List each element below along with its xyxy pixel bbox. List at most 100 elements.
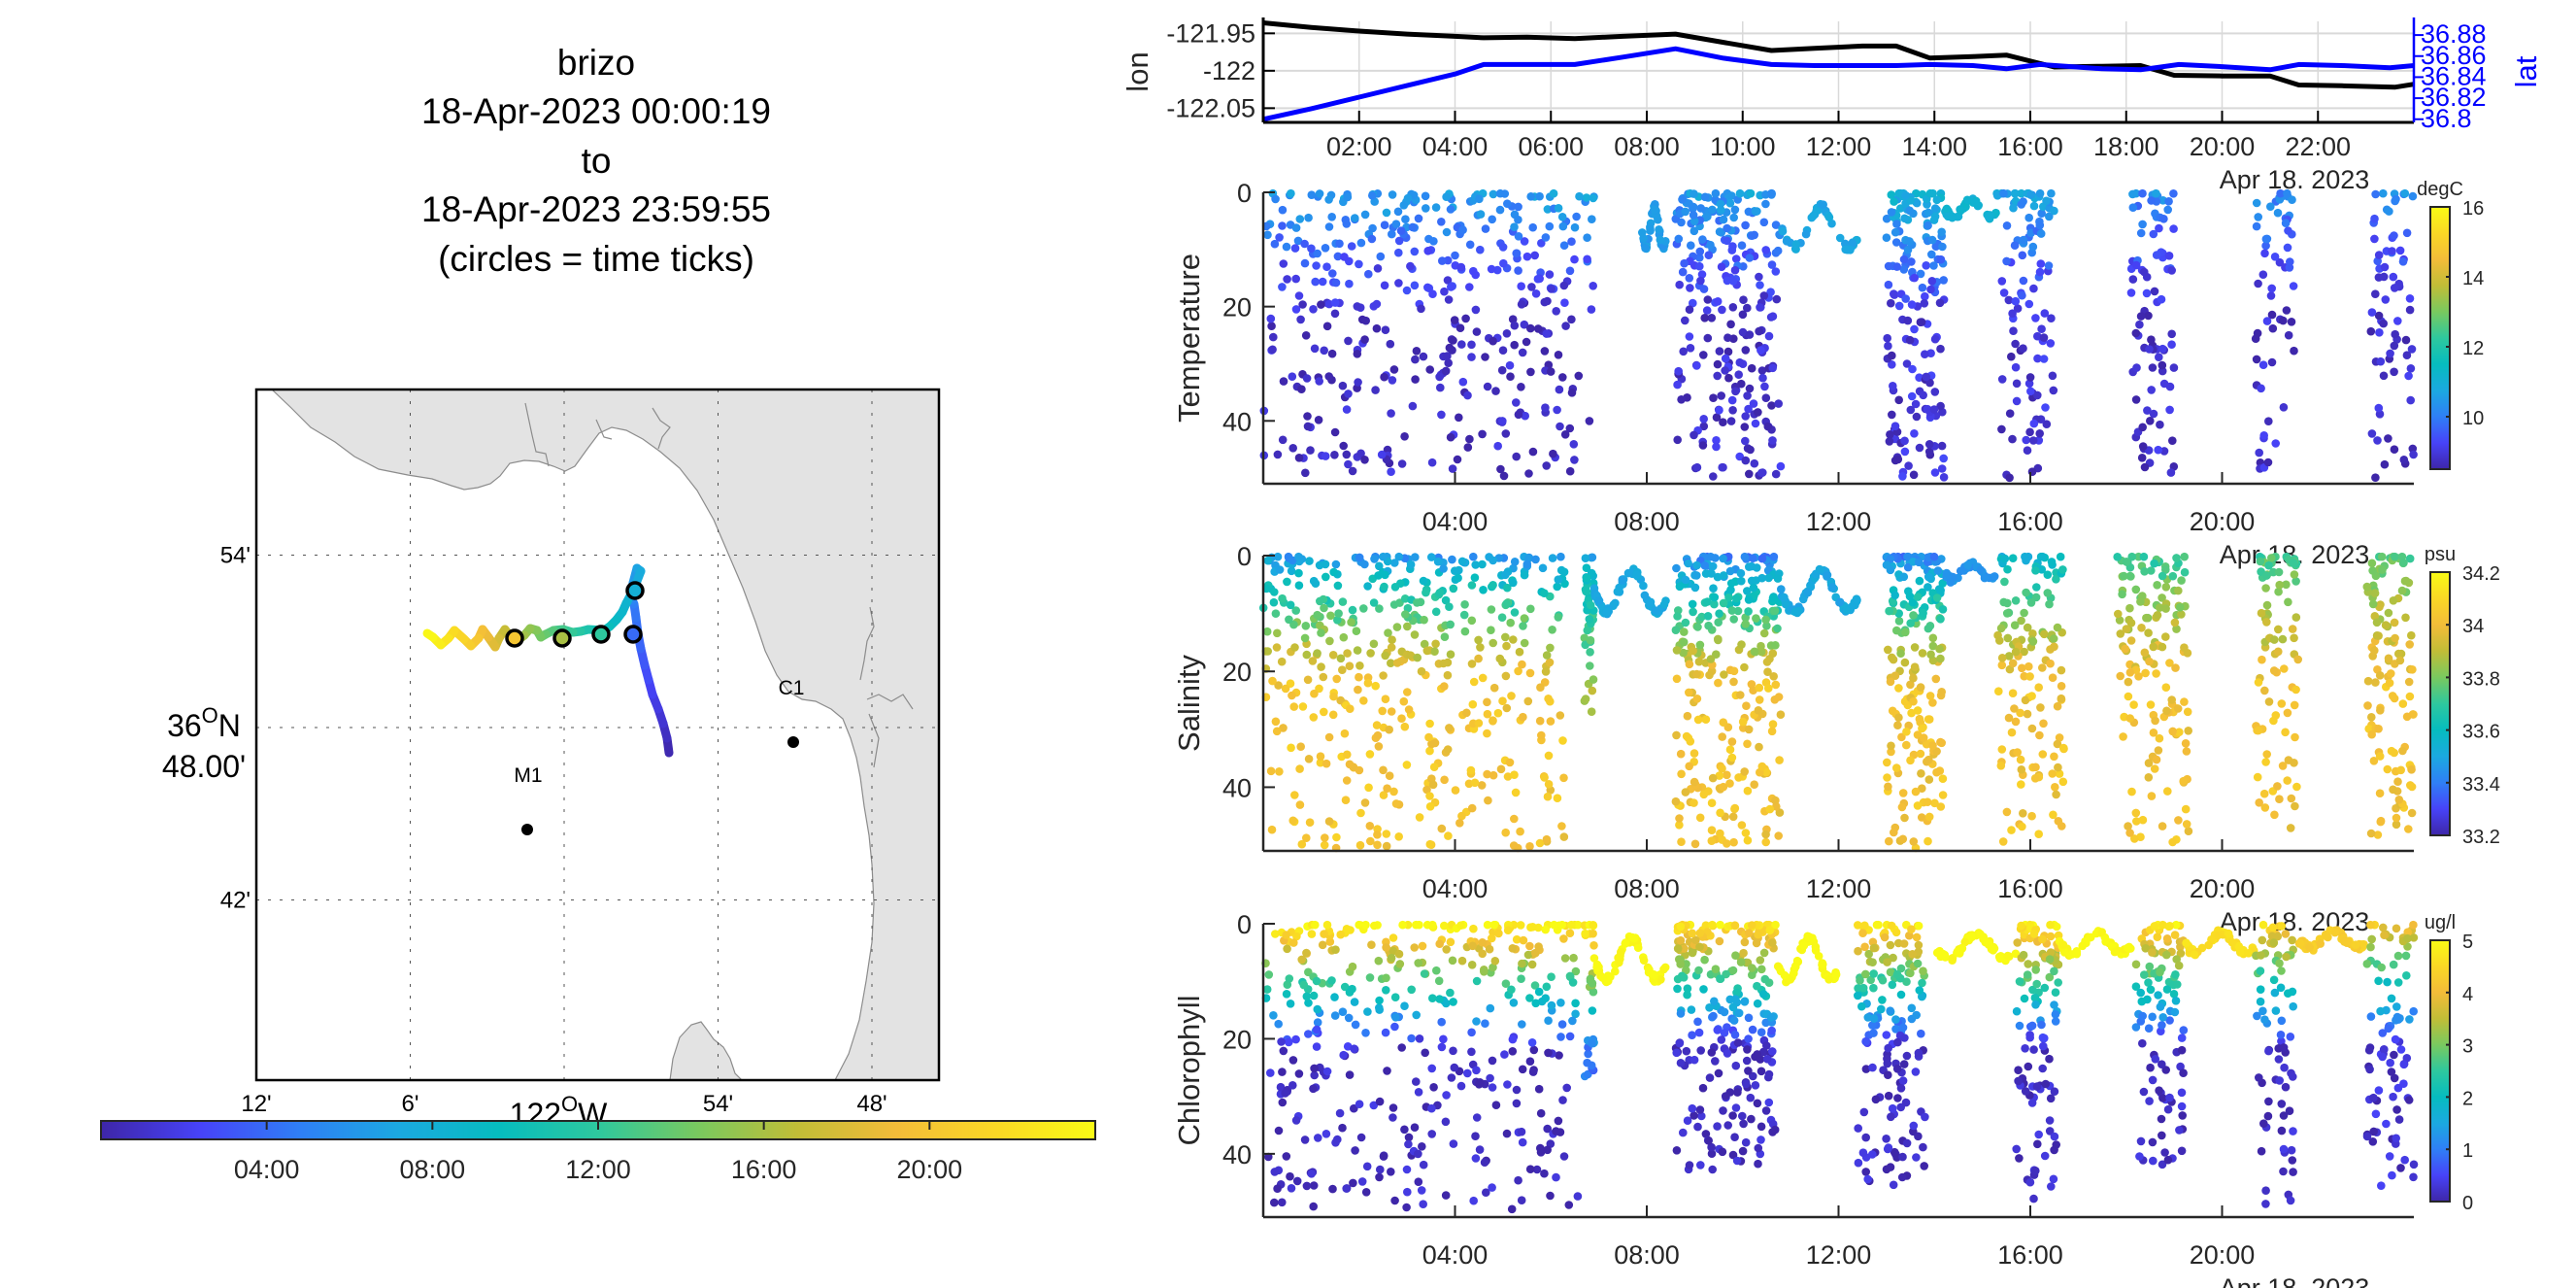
temperature-data-point	[1324, 195, 1333, 204]
temperature-data-point	[1263, 230, 1272, 240]
temperature-data-point	[1498, 243, 1508, 252]
temperature-data-point	[1747, 363, 1756, 373]
salinity-data-point	[1474, 654, 1483, 663]
temperature-data-point	[1291, 274, 1300, 284]
chlorophyll-data-point	[1900, 1034, 1909, 1042]
salinity-data-point	[1769, 552, 1779, 561]
chlorophyll-data-point	[1361, 1029, 1370, 1037]
temperature-data-point	[1681, 207, 1689, 217]
salinity-data-point	[1425, 719, 1434, 729]
chlorophyll-data-point	[1768, 1047, 1777, 1056]
salinity-data-point	[2011, 717, 2021, 727]
chlorophyll-data-point	[2316, 939, 2325, 948]
temperature-data-point	[1380, 372, 1388, 382]
salinity-data-point	[1639, 581, 1648, 591]
temperature-data-point	[1723, 223, 1731, 233]
salinity-data-point	[1505, 758, 1515, 767]
chlorophyll-data-point	[2401, 951, 2411, 961]
temperature-data-point	[1533, 274, 1543, 284]
chlorophyll-data-point	[2295, 938, 2305, 948]
salinity-data-point	[1902, 728, 1911, 736]
temperature-data-point	[1402, 286, 1412, 295]
temperature-data-point	[1396, 226, 1406, 235]
temperature-data-point	[1674, 366, 1683, 376]
salinity-data-point	[2273, 782, 2282, 791]
chlorophyll-data-point	[2269, 938, 2279, 947]
chlorophyll-data-point	[1541, 994, 1550, 1002]
temperature-data-point	[2039, 355, 2049, 363]
salinity-data-point	[1744, 725, 1754, 734]
chlorophyll-data-point	[2163, 1155, 2173, 1165]
chlorophyll-data-point	[1279, 1046, 1288, 1056]
chlorophyll-data-point	[2285, 1106, 2294, 1115]
lonlat-time-tick-label: 02:00	[1326, 132, 1392, 161]
chlorophyll-data-point	[2213, 931, 2223, 940]
chlorophyll-data-point	[1482, 1188, 1490, 1197]
salinity-data-point	[2168, 837, 2177, 847]
chlorophyll-data-point	[2261, 1200, 2270, 1208]
temperature-data-point	[1758, 373, 1767, 383]
temperature-data-point	[1726, 320, 1735, 329]
temperature-data-point	[1437, 218, 1446, 226]
temperature-data-point	[2143, 406, 2152, 415]
temperature-data-point	[1400, 432, 1409, 441]
chlorophyll-data-point	[1721, 1092, 1730, 1101]
salinity-data-point	[1743, 587, 1752, 595]
chlorophyll-data-point	[2078, 941, 2087, 951]
chlorophyll-data-point	[2277, 966, 2286, 975]
salinity-data-point	[2003, 633, 2013, 643]
temperature-data-point	[1275, 233, 1284, 242]
chlorophyll-data-point	[1780, 970, 1790, 980]
chlorophyll-data-point	[1882, 1135, 1890, 1143]
temperature-data-point	[1930, 204, 1940, 213]
salinity-data-point	[2000, 554, 2010, 563]
salinity-data-point	[1682, 731, 1691, 741]
salinity-data-point	[1319, 672, 1328, 682]
lat-axis-label: lat	[2509, 55, 2543, 87]
salinity-data-point	[1273, 552, 1283, 561]
salinity-data-point	[1899, 572, 1909, 582]
chlorophyll-data-point	[1403, 1187, 1412, 1197]
chlorophyll-data-point	[1571, 966, 1581, 976]
chlorophyll-data-point	[2054, 978, 2062, 987]
chlorophyll-data-point	[2040, 1034, 2049, 1043]
temperature-data-point	[1394, 236, 1404, 246]
salinity-data-point	[2282, 580, 2291, 590]
salinity-data-point	[2058, 565, 2067, 574]
temperature-data-point	[1304, 213, 1313, 222]
salinity-data-point	[2050, 642, 2058, 652]
temperature-data-point	[2393, 317, 2402, 325]
chlorophyll-data-point	[2391, 1034, 2400, 1044]
salinity-data-point	[1394, 552, 1404, 561]
salinity-data-point	[1885, 836, 1893, 846]
salinity-data-point	[1602, 607, 1612, 616]
salinity-data-point	[2168, 571, 2178, 581]
salinity-data-point	[1403, 688, 1412, 696]
salinity-data-point	[1640, 591, 1650, 600]
salinity-data-point	[2114, 609, 2123, 619]
salinity-data-point	[1467, 616, 1477, 626]
chlorophyll-data-point	[2176, 949, 2186, 958]
chlorophyll-data-point	[1528, 1068, 1538, 1076]
chlorophyll-data-point	[1486, 1073, 1494, 1083]
temperature-data-point	[1342, 405, 1352, 414]
chlorophyll-data-point	[2382, 1119, 2391, 1129]
salinity-data-point	[1928, 741, 1937, 750]
salinity-data-point	[1745, 562, 1754, 571]
chlorophyll-data-point	[1723, 1049, 1732, 1058]
temperature-data-point	[1929, 405, 1939, 414]
salinity-data-point	[1514, 666, 1522, 676]
temperature-data-point	[1552, 307, 1560, 316]
salinity-data-point	[1924, 812, 1934, 822]
temperature-data-point	[1589, 193, 1598, 203]
chlorophyll-data-point	[1292, 1176, 1302, 1186]
chlorophyll-data-point	[2253, 1011, 2261, 1021]
salinity-data-point	[1487, 626, 1495, 634]
chlorophyll-data-point	[1565, 971, 1575, 981]
salinity-data-point	[1898, 834, 1908, 844]
chlorophyll-data-point	[2399, 1060, 2409, 1069]
salinity-data-point	[2161, 604, 2170, 613]
chlorophyll-data-point	[1517, 974, 1525, 983]
salinity-data-point	[1287, 743, 1295, 753]
temperature-data-point	[1526, 192, 1535, 201]
